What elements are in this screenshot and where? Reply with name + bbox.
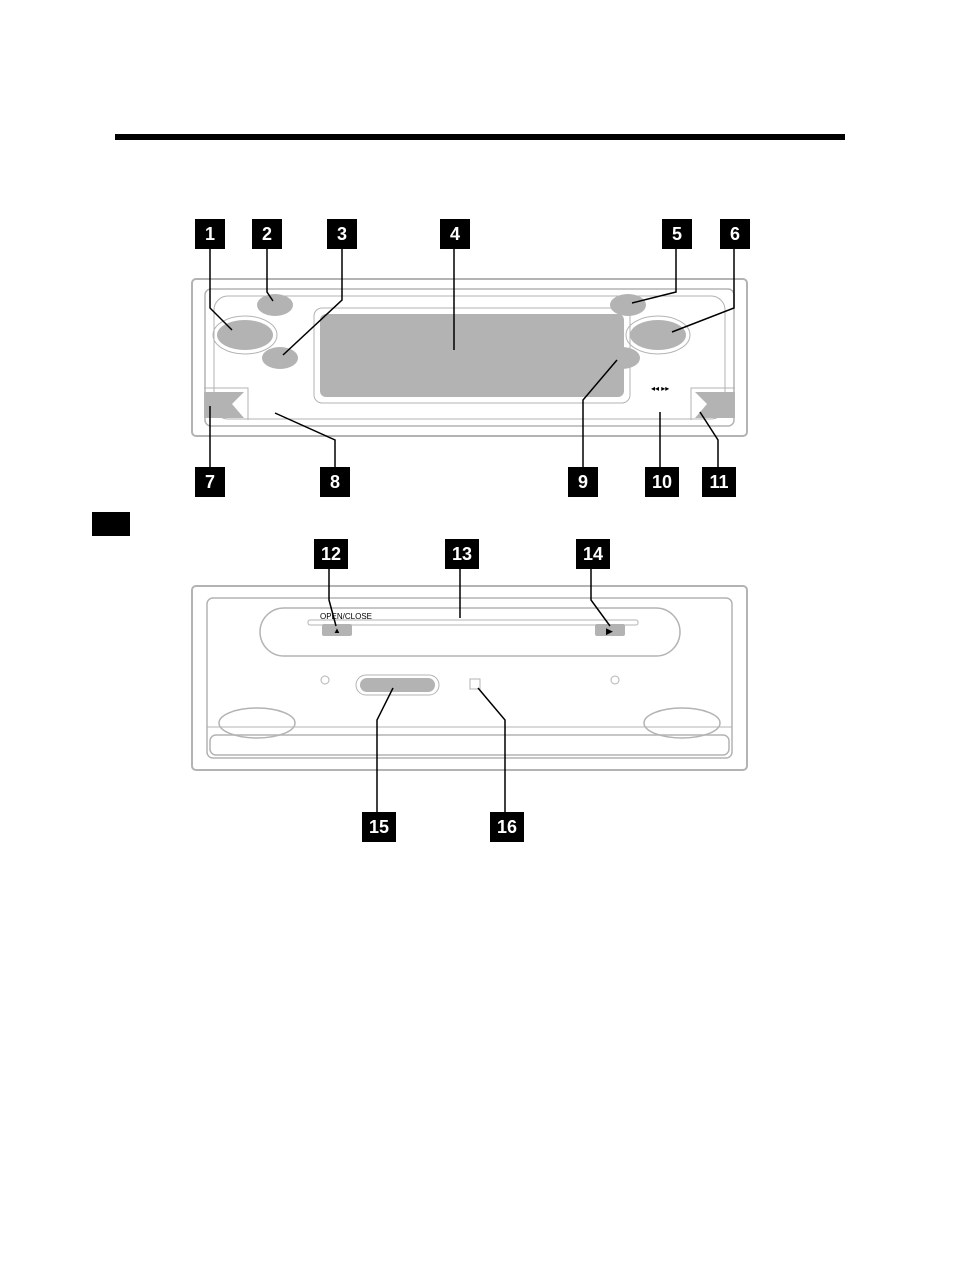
bottom-outer — [192, 586, 747, 770]
label-16: 16 — [490, 812, 524, 842]
open-close-label: OPEN/CLOSE — [320, 612, 372, 621]
open-close-glyph: ▲ — [333, 626, 341, 635]
right-hole — [611, 676, 619, 684]
label-12: 12 — [314, 539, 348, 569]
bottom-ridge — [210, 735, 729, 755]
label-14: 14 — [576, 539, 610, 569]
page: ◂◂ ▸▸ 1 2 3 4 5 6 7 8 9 10 11 ▲ OPEN/CLO — [0, 0, 954, 1270]
bottom-device-svg: ▲ OPEN/CLOSE ▶ — [0, 0, 954, 1270]
left-grip — [219, 708, 295, 738]
lead-15 — [377, 688, 393, 814]
left-hole — [321, 676, 329, 684]
bottom-inner — [207, 598, 732, 758]
lead-16 — [478, 688, 505, 814]
label-13: 13 — [445, 539, 479, 569]
right-grip — [644, 708, 720, 738]
play-glyph: ▶ — [606, 626, 613, 636]
tiny-mark — [470, 679, 480, 689]
label-15: 15 — [362, 812, 396, 842]
pill-button[interactable] — [360, 678, 435, 692]
